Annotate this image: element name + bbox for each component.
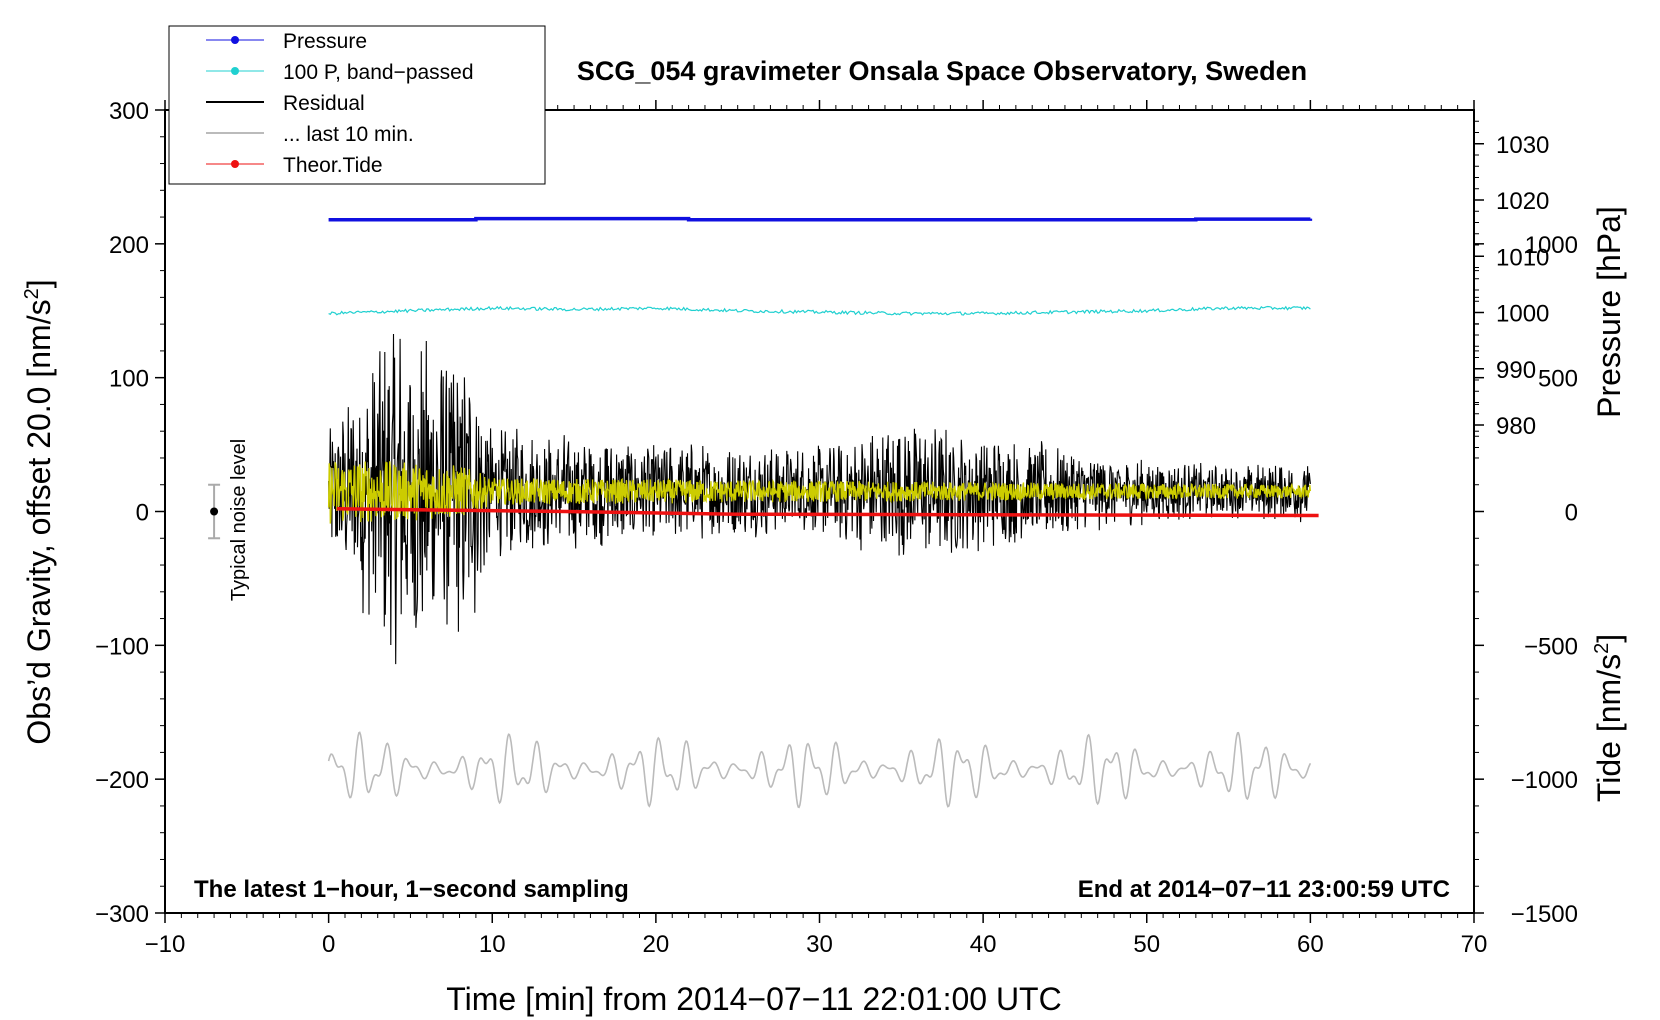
- x-tick-label: 60: [1297, 931, 1324, 958]
- x-tick-label: 50: [1133, 931, 1160, 958]
- tide-tick-label: 1000: [1525, 232, 1578, 259]
- legend-label: Theor.Tide: [283, 154, 383, 177]
- pressure-axis-label: Pressure [hPa]: [1591, 206, 1627, 418]
- x-axis-label: Time [min] from 2014−07−11 22:01:00 UTC: [446, 981, 1061, 1017]
- pressure-tick-label: 1020: [1496, 188, 1549, 215]
- legend-label: ... last 10 min.: [283, 123, 414, 146]
- series-residual: [328, 333, 1311, 665]
- y-tick-label: −200: [95, 767, 149, 794]
- pressure-tick-label: 1010: [1496, 244, 1549, 271]
- noise-bar-dot: [210, 507, 219, 516]
- y-tick-label: −300: [95, 901, 149, 928]
- pressure-tick-label: 980: [1496, 413, 1536, 440]
- y-axis-label: Obs’d Gravity, offset 20.0 [nm/s2]: [21, 279, 57, 744]
- annotation-end-time: End at 2014−07−11 23:00:59 UTC: [1078, 876, 1450, 903]
- tide-tick-label: −1000: [1511, 767, 1578, 794]
- y-tick-label: 0: [136, 500, 149, 527]
- legend-marker: [231, 67, 239, 75]
- legend-label: Pressure: [283, 30, 367, 53]
- tide-axis-label-main: Tide [nm/s: [1591, 654, 1627, 802]
- x-tick-label: 40: [970, 931, 997, 958]
- legend-marker: [231, 160, 239, 168]
- pressure-tick-label: 990: [1496, 357, 1536, 384]
- noise-level-indicator: [208, 483, 221, 540]
- series-last-10-min: [327, 731, 1312, 809]
- tide-axis-label: Tide [nm/s2]: [1591, 634, 1627, 802]
- y-tick-label: −100: [95, 633, 149, 660]
- tide-tick-label: −500: [1524, 633, 1578, 660]
- tide-axis-label-close: ]: [1591, 634, 1627, 643]
- legend-label: 100 P, band−passed: [283, 61, 474, 84]
- pressure-tick-label: 1000: [1496, 301, 1549, 328]
- x-tick-label: 0: [322, 931, 335, 958]
- x-tick-label: −10: [145, 931, 186, 958]
- legend-marker: [231, 36, 239, 44]
- annotation-sampling: The latest 1−hour, 1−second sampling: [194, 876, 629, 903]
- x-tick-label: 20: [643, 931, 670, 958]
- y-tick-label: 200: [109, 232, 149, 259]
- y-tick-label: 300: [109, 98, 149, 125]
- x-tick-label: 70: [1461, 931, 1488, 958]
- pressure-tick-label: 1030: [1496, 132, 1549, 159]
- y-axis-label-main: Obs’d Gravity, offset 20.0 [nm/s: [21, 299, 57, 744]
- x-tick-label: 10: [479, 931, 506, 958]
- y-axis-label-sup: 2: [21, 288, 43, 299]
- series-yellow-smoothed: [327, 461, 1312, 524]
- y-tick-label: 100: [109, 366, 149, 393]
- y-axis-label-close: ]: [21, 279, 57, 288]
- legend-label: Residual: [283, 92, 365, 115]
- tide-tick-label: 500: [1538, 366, 1578, 393]
- tide-axis-label-sup: 2: [1591, 643, 1613, 654]
- noise-level-label: Typical noise level: [228, 439, 250, 601]
- plot-lines: [327, 216, 1319, 809]
- legend: Pressure 100 P, band−passed Residual ... la…: [168, 25, 546, 185]
- legend-box: [168, 25, 546, 185]
- tide-tick-label: 0: [1565, 500, 1578, 527]
- series-band-passed: [328, 305, 1311, 316]
- chart-title: SCG_054 gravimeter Onsala Space Observat…: [577, 56, 1307, 86]
- series-pressure: [328, 216, 1313, 222]
- x-tick-label: 30: [806, 931, 833, 958]
- axis-ticks: −10 0 10 20 30 40 50 60 70−300−200−1000100200300…: [95, 98, 1578, 958]
- series-theor-tide: [336, 507, 1319, 518]
- tide-tick-label: −1500: [1511, 901, 1578, 928]
